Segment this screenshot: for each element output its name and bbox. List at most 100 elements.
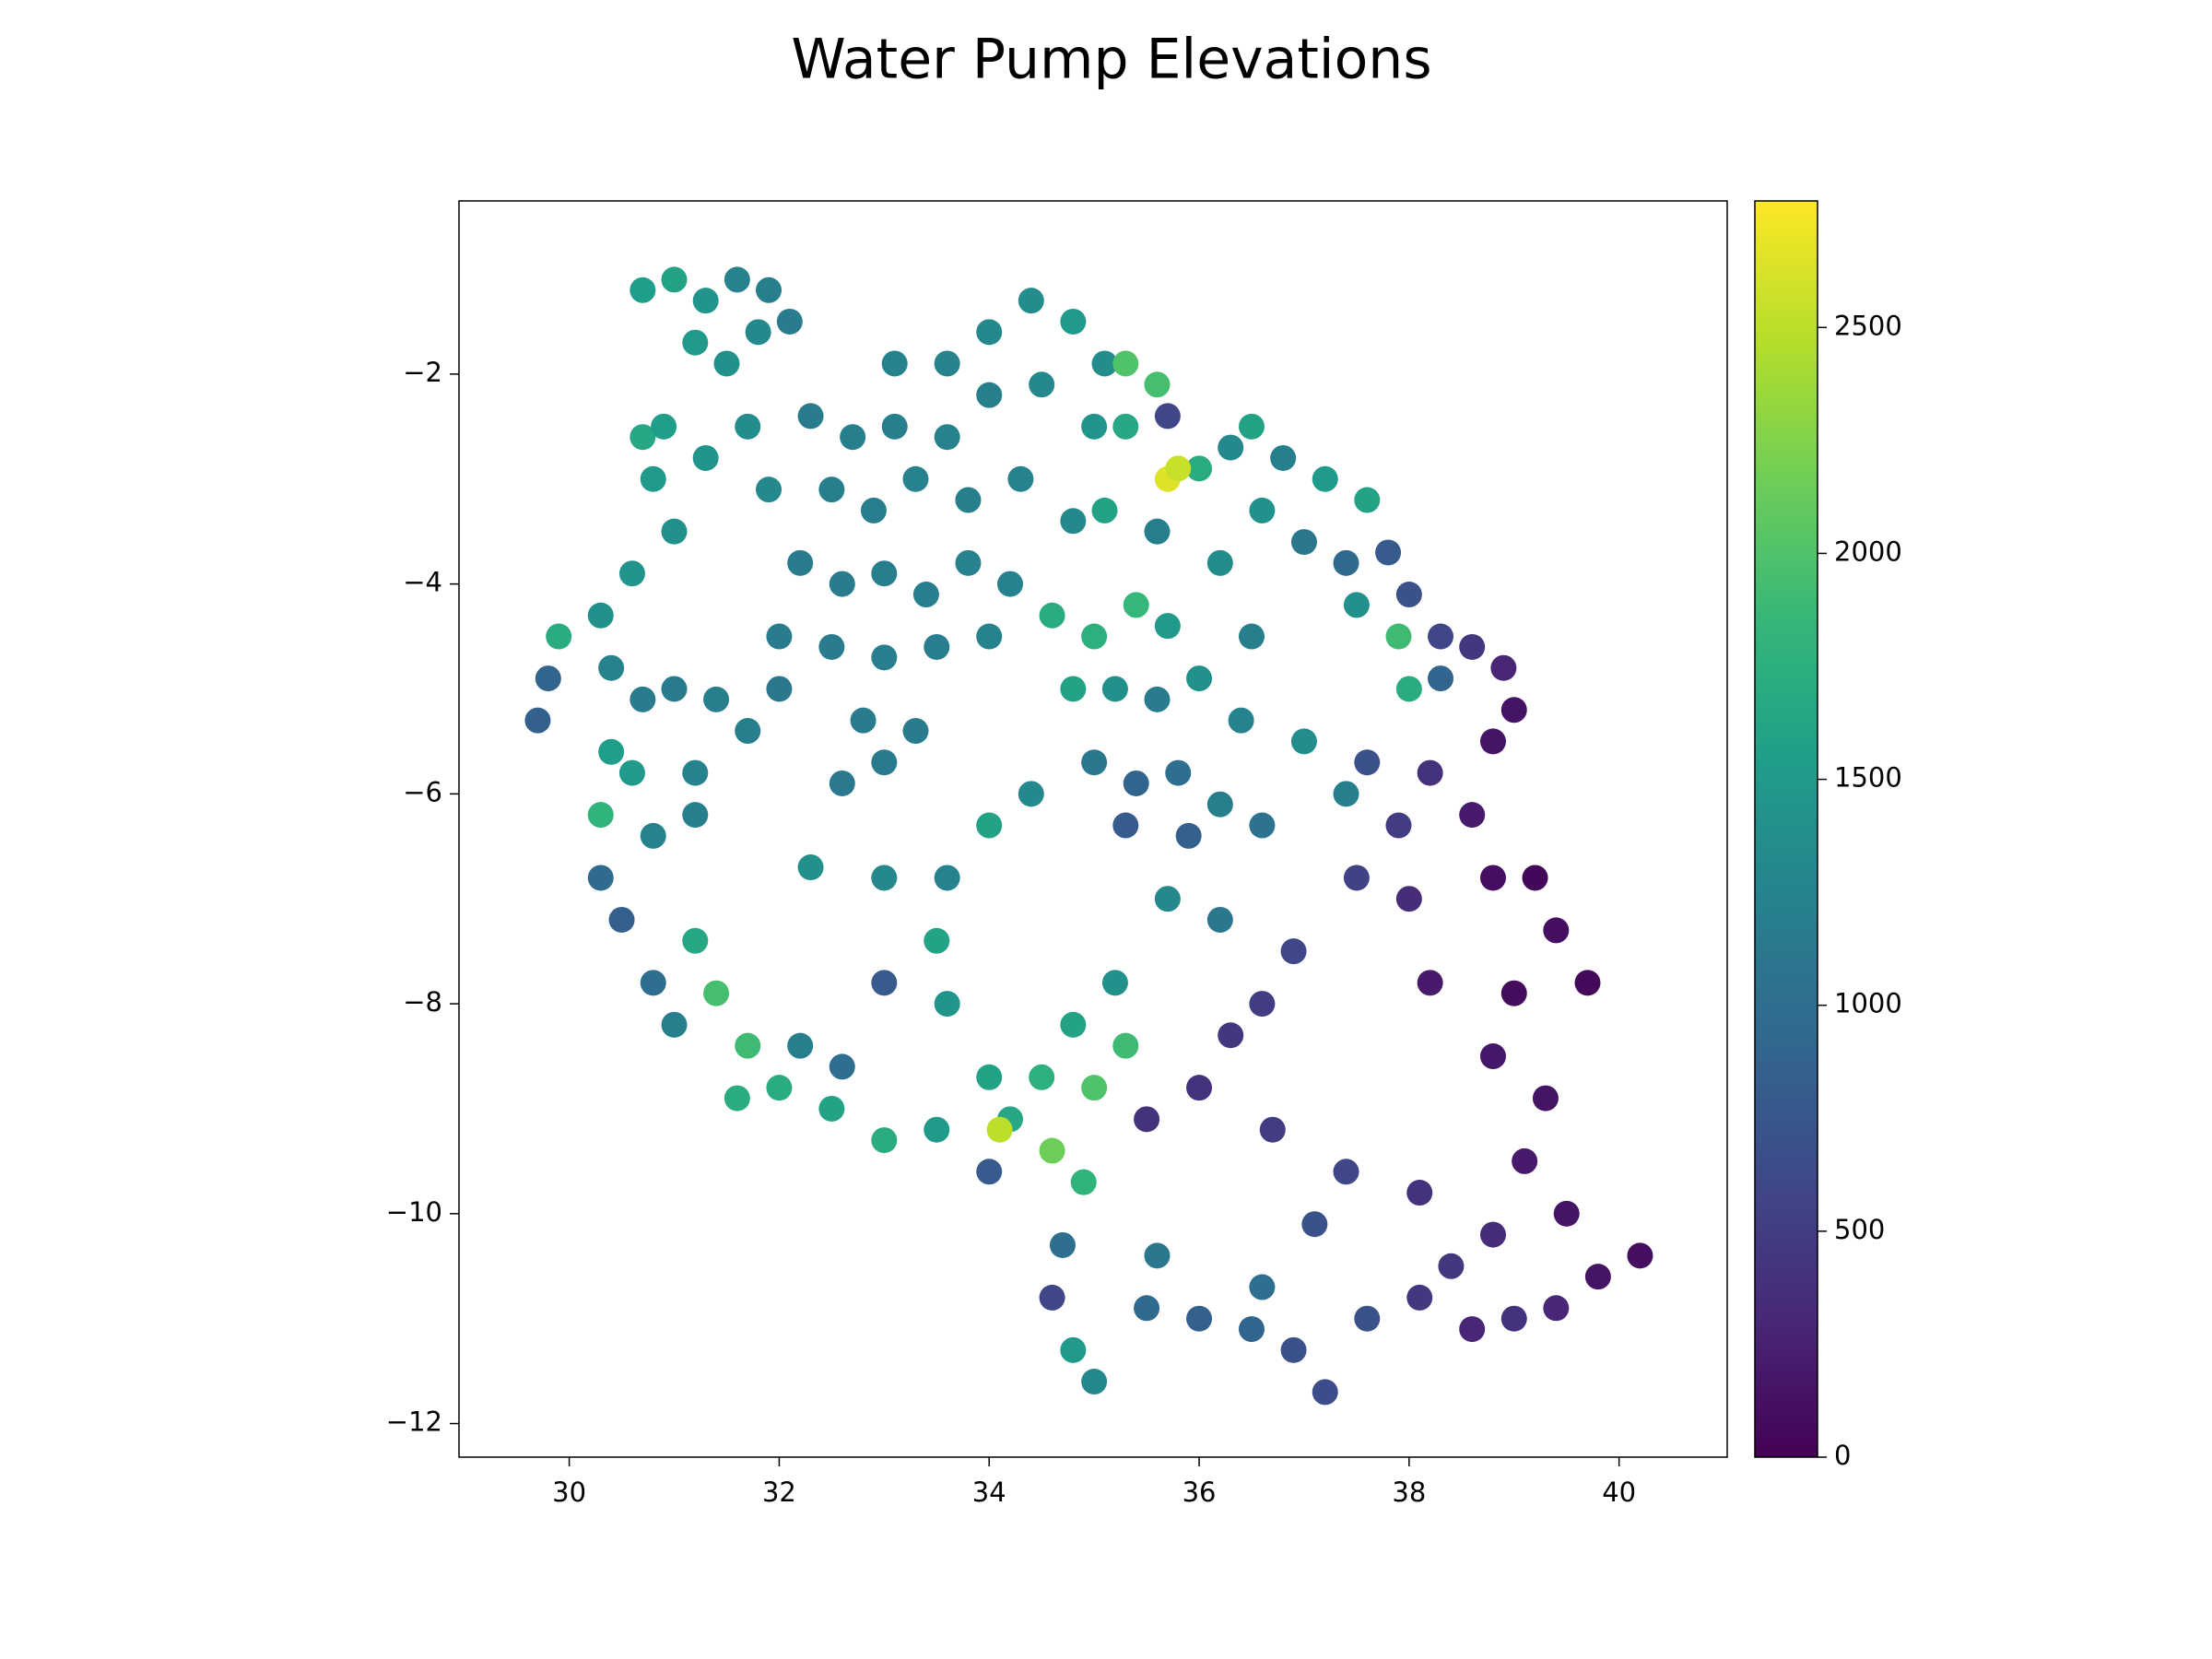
- point: [1218, 1022, 1244, 1049]
- point: [871, 865, 898, 891]
- point: [713, 350, 740, 377]
- point: [598, 654, 625, 681]
- point: [1154, 403, 1181, 429]
- point: [1490, 654, 1517, 681]
- point: [1081, 1369, 1108, 1395]
- y-tick-label: −2: [403, 357, 442, 388]
- point: [997, 571, 1024, 597]
- point: [924, 1116, 950, 1143]
- point: [1154, 886, 1181, 912]
- point: [1343, 865, 1370, 891]
- point: [618, 759, 645, 786]
- point: [1500, 697, 1527, 724]
- colorbar-tick-label: 1000: [1834, 988, 1902, 1019]
- point: [735, 718, 761, 745]
- point: [1144, 1242, 1171, 1269]
- point: [1280, 1336, 1307, 1363]
- point: [682, 802, 709, 829]
- point: [1395, 676, 1422, 702]
- point: [1543, 1295, 1570, 1322]
- point: [1039, 1137, 1065, 1164]
- point: [902, 465, 929, 492]
- point: [955, 549, 982, 576]
- point: [924, 927, 950, 954]
- point: [1165, 759, 1192, 786]
- point: [661, 676, 688, 702]
- point: [1206, 906, 1233, 933]
- point: [1500, 1305, 1527, 1332]
- point: [787, 1032, 814, 1059]
- point: [1239, 623, 1265, 650]
- point: [1081, 623, 1108, 650]
- colorbar-tick-label: 1500: [1834, 762, 1902, 794]
- point: [598, 738, 625, 765]
- point: [1438, 1253, 1465, 1279]
- point: [1239, 413, 1265, 440]
- point: [1060, 1336, 1087, 1363]
- point: [1375, 539, 1402, 566]
- point: [735, 413, 761, 440]
- point: [976, 623, 1003, 650]
- point: [587, 802, 614, 829]
- point: [1459, 1316, 1486, 1343]
- point: [1154, 613, 1181, 640]
- point: [1312, 465, 1338, 492]
- point: [1144, 686, 1171, 712]
- point: [1270, 444, 1297, 471]
- point: [1112, 812, 1139, 839]
- colorbar-tick-label: 2500: [1834, 310, 1902, 341]
- point: [1406, 1284, 1433, 1311]
- point: [1354, 487, 1381, 513]
- point: [1112, 413, 1139, 440]
- point: [1417, 759, 1443, 786]
- point: [1134, 1106, 1160, 1133]
- point: [661, 266, 688, 293]
- point: [756, 276, 782, 303]
- point: [651, 413, 677, 440]
- point: [1532, 1085, 1559, 1112]
- point: [703, 686, 730, 712]
- y-tick-label: −8: [403, 986, 442, 1018]
- point: [797, 854, 824, 881]
- point: [1112, 1032, 1139, 1059]
- point: [1249, 1274, 1276, 1300]
- point: [703, 980, 730, 1006]
- point: [1186, 1075, 1213, 1101]
- point: [1395, 582, 1422, 608]
- point: [724, 266, 750, 293]
- point: [1123, 592, 1149, 618]
- point: [818, 633, 845, 660]
- colorbar-tick-label: 2000: [1834, 535, 1902, 567]
- point: [1627, 1242, 1653, 1269]
- point: [524, 707, 551, 734]
- point: [535, 665, 561, 692]
- point: [1395, 886, 1422, 912]
- point: [1522, 865, 1548, 891]
- point: [1584, 1264, 1611, 1290]
- point: [1081, 749, 1108, 776]
- point: [1333, 1159, 1359, 1185]
- point: [1417, 970, 1443, 996]
- point: [1039, 602, 1065, 629]
- point: [1144, 371, 1171, 398]
- x-tick-label: 34: [972, 1477, 1006, 1508]
- point: [1206, 549, 1233, 576]
- point: [1060, 676, 1087, 702]
- point: [1206, 791, 1233, 818]
- point: [1543, 917, 1570, 944]
- point: [756, 477, 782, 503]
- point: [1259, 1116, 1286, 1143]
- plot-frame: [458, 200, 1728, 1458]
- point: [1228, 707, 1254, 734]
- point: [850, 707, 877, 734]
- y-tick-label: −10: [386, 1196, 442, 1228]
- point: [1112, 350, 1139, 377]
- point: [924, 633, 950, 660]
- colorbar-tick-label: 500: [1834, 1214, 1885, 1245]
- point: [976, 382, 1003, 408]
- point: [1060, 1011, 1087, 1038]
- point: [955, 487, 982, 513]
- point: [976, 1064, 1003, 1090]
- point: [1385, 623, 1412, 650]
- point: [640, 970, 666, 996]
